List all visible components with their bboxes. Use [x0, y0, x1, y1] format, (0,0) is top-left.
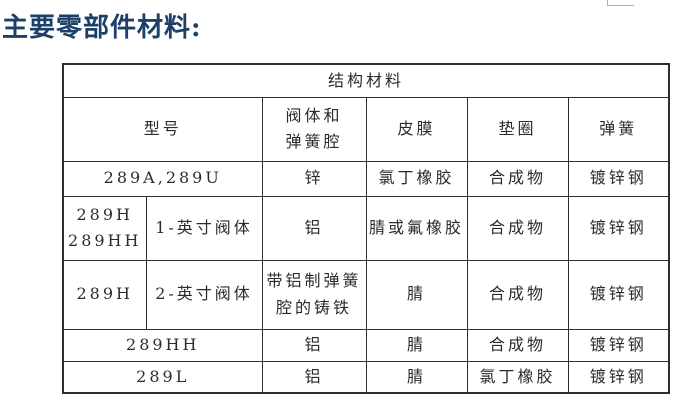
header-diaphragm: 皮膜 — [365, 96, 468, 162]
cell-diaphragm: 腈 — [365, 360, 468, 394]
cell-body: 铝 — [261, 195, 367, 261]
table-row: 289H 289HH 1-英寸阀体 铝 腈或氟橡胶 合成物 镀锌钢 — [62, 195, 670, 261]
header-gasket: 垫圈 — [466, 96, 569, 162]
table-row: 289HH 铝 腈 合成物 镀锌钢 — [62, 328, 670, 362]
cell-body-line-1: 带铝制弹簧 — [266, 271, 362, 291]
cell-spring: 镀锌钢 — [567, 259, 670, 330]
cell-model: 289HH — [62, 328, 263, 362]
cell-body: 铝 — [261, 360, 367, 394]
table-row: 289H 2-英寸阀体 带铝制弹簧 腔的铸铁 腈 合成物 镀锌钢 — [62, 259, 670, 330]
header-structural-materials: 结构材料 — [62, 63, 670, 98]
cell-body-line-2: 腔的铸铁 — [275, 297, 352, 317]
page-title: 主要零部件材料: — [2, 13, 202, 43]
cell-spring: 镀锌钢 — [567, 360, 670, 394]
cell-gasket: 合成物 — [466, 160, 569, 197]
header-body-line-1: 阀体和 — [285, 105, 343, 125]
cell-diaphragm: 氯丁橡胶 — [365, 160, 468, 197]
cell-gasket: 氯丁橡胶 — [466, 360, 569, 394]
cell-diaphragm: 腈或氟橡胶 — [365, 195, 468, 261]
cell-diaphragm: 腈 — [365, 259, 468, 330]
cell-body: 铝 — [261, 328, 367, 362]
materials-table: 结构材料 型号 阀体和 弹簧腔 皮膜 垫圈 弹簧 289A,289U 锌 氯丁橡… — [62, 63, 671, 394]
header-model: 型号 — [62, 96, 263, 162]
cell-model-code-1: 289H — [76, 204, 133, 224]
cell-valve-size: 2-英寸阀体 — [145, 259, 263, 330]
corner-mark-vertical-line — [607, 0, 608, 6]
corner-mark-horizontal-line — [607, 5, 634, 6]
cell-model: 289L — [62, 360, 263, 394]
header-body-spring-case: 阀体和 弹簧腔 — [261, 96, 367, 162]
header-spring: 弹簧 — [567, 96, 670, 162]
table-row: 289L 铝 腈 氯丁橡胶 镀锌钢 — [62, 360, 670, 394]
table-row: 结构材料 — [62, 63, 670, 98]
cell-spring: 镀锌钢 — [567, 160, 670, 197]
cell-spring: 镀锌钢 — [567, 195, 670, 261]
cell-gasket: 合成物 — [466, 195, 569, 261]
cell-gasket: 合成物 — [466, 328, 569, 362]
cell-model: 289A,289U — [62, 160, 263, 197]
cell-spring: 镀锌钢 — [567, 328, 670, 362]
cell-model-code: 289H — [62, 259, 147, 330]
cell-body: 锌 — [261, 160, 367, 197]
header-body-line-2: 弹簧腔 — [285, 132, 343, 151]
table-row: 289A,289U 锌 氯丁橡胶 合成物 镀锌钢 — [62, 160, 670, 197]
cell-body: 带铝制弹簧 腔的铸铁 — [261, 259, 367, 330]
cell-gasket: 合成物 — [466, 259, 569, 330]
cell-model-code-2: 289HH — [68, 231, 142, 250]
cell-valve-size: 1-英寸阀体 — [145, 195, 263, 261]
cell-model-codes: 289H 289HH — [62, 195, 147, 261]
table-row: 型号 阀体和 弹簧腔 皮膜 垫圈 弹簧 — [62, 96, 670, 162]
cell-diaphragm: 腈 — [365, 328, 468, 362]
